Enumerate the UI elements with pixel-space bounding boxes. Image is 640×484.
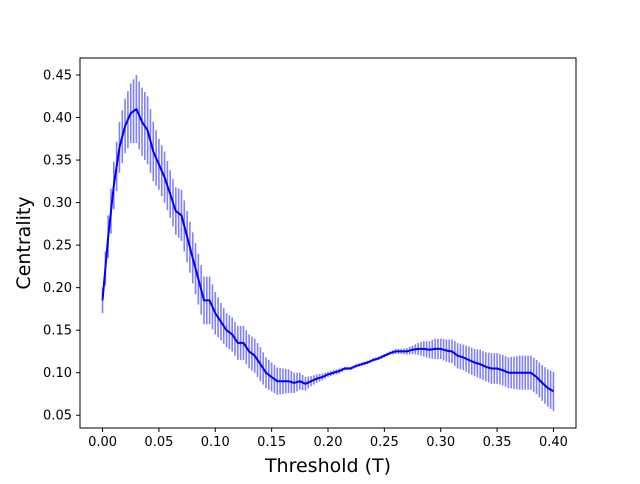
series-line xyxy=(101,108,555,393)
plot-area xyxy=(80,58,576,428)
series-group xyxy=(101,108,555,393)
x-tick-label: 0.05 xyxy=(144,435,173,450)
y-tick-label: 0.45 xyxy=(43,69,72,84)
x-tick-label: 0.30 xyxy=(426,435,455,450)
x-axis: 0.00 0.05 0.10 0.15 0.20 0.25 0.30 0.35 0.40 xyxy=(88,428,568,450)
x-tick-label: 0.15 xyxy=(257,435,286,450)
y-tick-label: 0.40 xyxy=(43,111,72,126)
y-axis-label: Centrality xyxy=(13,196,35,289)
x-tick-label: 0.35 xyxy=(483,435,512,450)
y-axis: 0.05 0.10 0.15 0.20 0.25 0.30 0.35 0.40 0.45 xyxy=(43,69,80,424)
x-tick-label: 0.10 xyxy=(201,435,230,450)
y-tick-label: 0.25 xyxy=(43,239,72,254)
x-tick-label: 0.20 xyxy=(314,435,343,450)
x-tick-label: 0.25 xyxy=(370,435,399,450)
x-tick-label: 0.00 xyxy=(88,435,117,450)
y-tick-label: 0.15 xyxy=(43,324,72,339)
x-tick-label: 0.40 xyxy=(539,435,568,450)
y-tick-label: 0.10 xyxy=(43,366,72,381)
y-tick-label: 0.35 xyxy=(43,154,72,169)
y-tick-label: 0.30 xyxy=(43,196,72,211)
y-tick-label: 0.20 xyxy=(43,281,72,296)
y-tick-label: 0.05 xyxy=(43,409,72,424)
x-axis-label: Threshold (T) xyxy=(264,455,391,477)
